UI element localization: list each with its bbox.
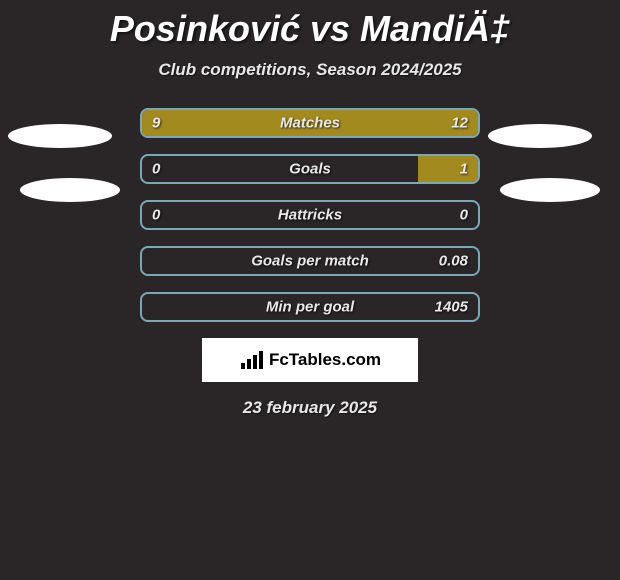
comparison-title: Posinković vs MandiÄ‡ [0, 0, 620, 50]
snapshot-date: 23 february 2025 [0, 398, 620, 418]
stat-value-right: 1405 [435, 299, 468, 316]
comparison-subtitle: Club competitions, Season 2024/2025 [0, 60, 620, 80]
stat-label: Hattricks [278, 207, 342, 224]
stat-value-right: 0.08 [439, 253, 468, 270]
stat-label: Matches [280, 115, 340, 132]
stat-value-left: 0 [152, 207, 160, 224]
stat-row: 0 Hattricks 0 [140, 200, 480, 230]
decorative-ellipse [500, 178, 600, 202]
stat-value-right: 12 [451, 115, 468, 132]
bars-icon [239, 349, 265, 371]
stat-value-left: 0 [152, 161, 160, 178]
source-logo-text: FcTables.com [269, 350, 381, 370]
decorative-ellipse [8, 124, 112, 148]
stat-label: Goals [289, 161, 331, 178]
stat-row: 0 Goals 1 [140, 154, 480, 184]
stat-value-right: 0 [460, 207, 468, 224]
source-logo: FcTables.com [202, 338, 418, 382]
stat-label: Goals per match [251, 253, 369, 270]
chart-area: 9 Matches 12 0 Goals 1 0 Hattricks 0 Goals per ma… [0, 108, 620, 418]
stat-fill-left [142, 110, 276, 136]
stat-label: Min per goal [266, 299, 354, 316]
decorative-ellipse [488, 124, 592, 148]
stat-value-left: 9 [152, 115, 160, 132]
stat-value-right: 1 [460, 161, 468, 178]
stat-row: 9 Matches 12 [140, 108, 480, 138]
stat-row: Min per goal 1405 [140, 292, 480, 322]
decorative-ellipse [20, 178, 120, 202]
stat-fill-right [418, 156, 478, 182]
stat-row: Goals per match 0.08 [140, 246, 480, 276]
